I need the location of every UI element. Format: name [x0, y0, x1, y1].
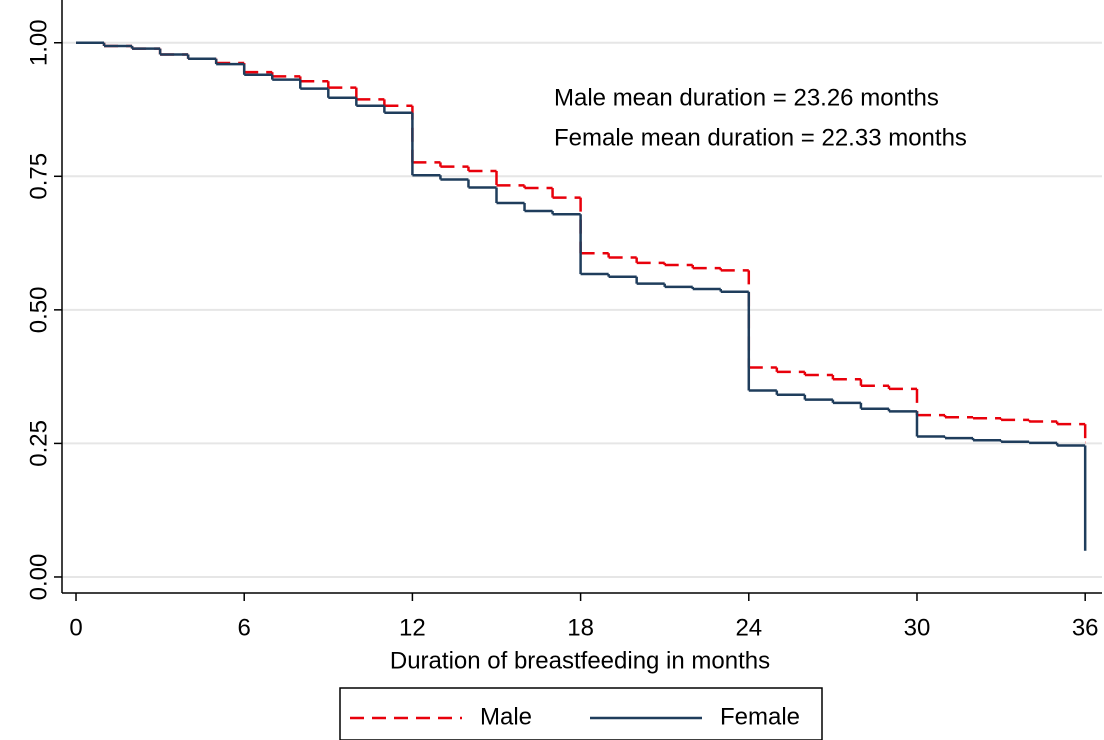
- y-tick-label: 0.75: [25, 153, 52, 200]
- x-axis-label: Duration of breastfeeding in months: [390, 647, 770, 674]
- x-tick-label: 24: [735, 614, 762, 641]
- legend-label: Female: [720, 703, 800, 730]
- y-tick-label: 0.00: [25, 554, 52, 601]
- y-tick-label: 0.50: [25, 286, 52, 333]
- y-tick-label: 1.00: [25, 19, 52, 66]
- x-tick-label: 30: [904, 614, 931, 641]
- legend-frame: [339, 687, 823, 740]
- x-tick-label: 18: [567, 614, 594, 641]
- annotation: Male mean duration = 23.26 months: [554, 84, 939, 111]
- x-tick-label: 6: [238, 614, 251, 641]
- y-tick-label: 0.25: [25, 420, 52, 467]
- annotation: Female mean duration = 22.33 months: [554, 124, 967, 151]
- x-tick-label: 12: [399, 614, 426, 641]
- x-tick-label: 0: [69, 614, 82, 641]
- legend-label: Male: [480, 703, 532, 730]
- x-tick-label: 36: [1072, 614, 1099, 641]
